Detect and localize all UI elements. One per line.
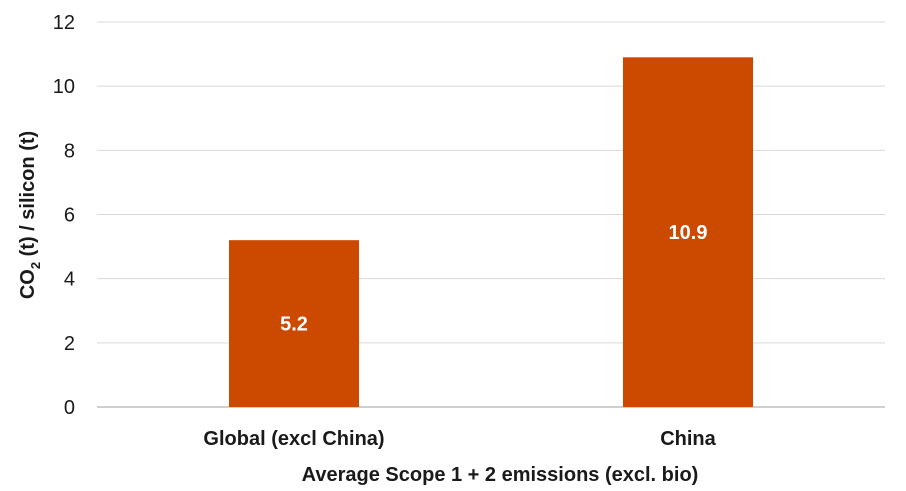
y-axis-title-suffix: (t) / silicon (t) [17, 131, 39, 262]
bars [228, 57, 754, 408]
y-tick-label: 2 [64, 333, 75, 355]
y-tick-label: 12 [53, 12, 75, 34]
data-label: 5.2 [280, 314, 308, 336]
category-label: China [660, 428, 716, 450]
data-labels: 5.2 10.9 [280, 222, 707, 335]
bar [622, 57, 754, 408]
y-axis-title-subscript: 2 [28, 262, 43, 269]
y-tick-label: 6 [64, 205, 75, 227]
gridlines [97, 21, 885, 408]
y-tick-label: 8 [64, 140, 75, 162]
y-tick-label: 4 [64, 269, 75, 291]
data-label: 10.9 [669, 222, 708, 244]
y-tick-label: 10 [53, 76, 75, 98]
category-label: Global (excl China) [203, 428, 384, 450]
y-axis-title-prefix: CO [17, 269, 39, 299]
bar [228, 240, 360, 407]
y-axis-title: CO2 (t) / silicon (t) [17, 131, 43, 299]
y-tick-labels: 0 2 4 6 8 10 12 [53, 12, 75, 419]
category-labels: Global (excl China) China [203, 428, 716, 450]
y-tick-label: 0 [64, 397, 75, 419]
x-axis-title: Average Scope 1 + 2 emissions (excl. bio… [302, 464, 699, 486]
